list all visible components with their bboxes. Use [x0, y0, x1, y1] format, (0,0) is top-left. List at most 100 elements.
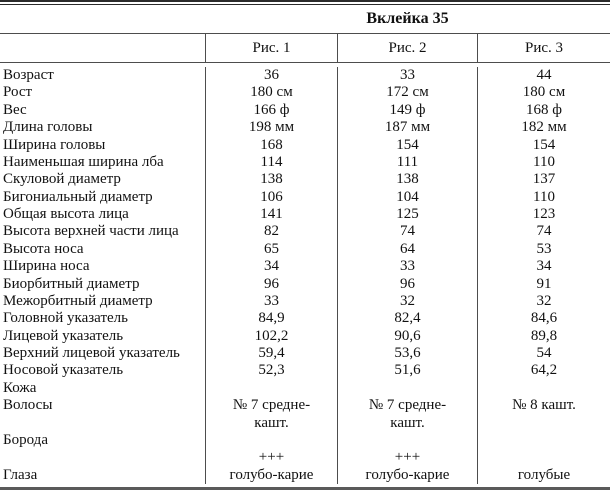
- cell-value: 123: [477, 206, 610, 224]
- table-row: Лицевой указатель 102,2 90,6 89,8: [0, 327, 610, 345]
- cell-value: 172 см: [337, 84, 477, 102]
- row-label: Длина головы: [3, 119, 93, 136]
- column-header-fig1: Рис. 1: [205, 34, 337, 62]
- cell-value: 137: [477, 171, 610, 189]
- row-label: Носовой указатель: [3, 362, 124, 379]
- row-label: Межорбитный диаметр: [3, 292, 153, 309]
- row-label: Скуловой диаметр: [3, 171, 121, 188]
- cell-value: 51,6: [337, 362, 477, 380]
- cell-value: 90,6: [337, 327, 477, 345]
- table-row: Ширина головы 168 154 154: [0, 136, 610, 154]
- cell-value: 64: [337, 240, 477, 259]
- table-row: Головной указатель 84,9 82,4 84,6: [0, 310, 610, 328]
- row-label: Кожа: [3, 379, 37, 396]
- row-label: Вес: [3, 101, 27, 118]
- cell-value: 154: [477, 136, 610, 154]
- row-label: [0, 449, 205, 466]
- cell-value: 138: [205, 171, 337, 189]
- cell-value: 110: [477, 153, 610, 172]
- cell-value: 141: [205, 206, 337, 224]
- cell-value: 138: [337, 171, 477, 189]
- cell-value: 74: [477, 223, 610, 241]
- table-body: Возраст 36 33 44 Рост 180 см 172 см 180 см Вес 16…: [0, 63, 610, 487]
- table-row: Межорбитный диаметр 33 32 32: [0, 292, 610, 311]
- table-row: Рост 180 см 172 см 180 см: [0, 84, 610, 102]
- cell-value: [477, 431, 610, 450]
- cell-value: № 7 средне- кашт.: [337, 397, 477, 432]
- cell-value: [205, 379, 337, 398]
- cell-value: 106: [205, 188, 337, 206]
- row-label: Ширина головы: [3, 136, 106, 153]
- row-label: Верхний лицевой указатель: [3, 345, 180, 361]
- cell-value: 154: [337, 136, 477, 154]
- table-row: +++ +++: [0, 449, 610, 467]
- column-header-fig3: Рис. 3: [477, 34, 610, 62]
- cell-value: голубо-карие: [337, 466, 477, 484]
- table-row: Биорбитный диаметр 96 96 91: [0, 275, 610, 293]
- rule-below-headers: [0, 62, 610, 63]
- cell-value: 84,9: [205, 310, 337, 328]
- cell-value: 89,8: [477, 327, 610, 345]
- table-row: Возраст 36 33 44: [0, 67, 610, 85]
- cell-value: 34: [477, 258, 610, 276]
- cell-value: 125: [337, 206, 477, 224]
- cell-value: 65: [205, 240, 337, 259]
- cell-value: 32: [477, 292, 610, 311]
- cell-value: 96: [205, 275, 337, 293]
- cell-value: 54: [477, 345, 610, 363]
- row-label: Бигониальный диаметр: [3, 188, 153, 205]
- row-label: Ширина носа: [3, 258, 90, 275]
- cell-value: 33: [337, 67, 477, 85]
- cell-value: 198 мм: [205, 119, 337, 137]
- table-row: Кожа: [0, 379, 610, 398]
- cell-value: 36: [205, 67, 337, 85]
- table-row: Высота верхней части лица 82 74 74: [0, 223, 610, 241]
- cell-value: 91: [477, 275, 610, 293]
- bottom-rule: [0, 487, 610, 490]
- row-label: Рост: [3, 84, 33, 101]
- cell-value: 187 мм: [337, 119, 477, 137]
- cell-value: 82: [205, 223, 337, 241]
- row-label: Высота верхней части лица: [3, 223, 179, 240]
- cell-value: 53,6: [337, 345, 477, 363]
- cell-value: [337, 431, 477, 450]
- row-label: Наименьшая ширина лба: [3, 153, 164, 170]
- table-row: Высота носа 65 64 53: [0, 240, 610, 259]
- cell-value: [205, 431, 337, 450]
- page-title: Вклейка 35: [366, 10, 449, 27]
- table-row: Волосы № 7 средне- кашт. № 7 средне- кашт.…: [0, 397, 610, 432]
- row-label: Глаза: [3, 466, 38, 483]
- cell-value: 180 см: [205, 84, 337, 102]
- cell-value: +++: [337, 449, 477, 467]
- cell-value: 64,2: [477, 362, 610, 380]
- cell-value: голубые: [477, 466, 610, 484]
- cell-value: 180 см: [477, 84, 610, 102]
- cell-value: 182 мм: [477, 119, 610, 137]
- table-row: Ширина носа 34 33 34: [0, 258, 610, 276]
- cell-value: 74: [337, 223, 477, 241]
- table-row: Верхний лицевой указатель 59,4 53,6 54: [0, 345, 610, 363]
- row-label: Возраст: [3, 67, 54, 83]
- column-headers: Рис. 1 Рис. 2 Рис. 3: [0, 34, 610, 62]
- table-row: Наименьшая ширина лба 114 111 110: [0, 153, 610, 172]
- cell-value: 59,4: [205, 345, 337, 363]
- column-header-fig2: Рис. 2: [337, 34, 477, 62]
- cell-value: 168 ф: [477, 101, 610, 120]
- cell-value: 52,3: [205, 362, 337, 380]
- table-row: Глаза голубо-карие голубо-карие голубые: [0, 466, 610, 484]
- cell-value: голубо-карие: [205, 466, 337, 484]
- row-label: Головной указатель: [3, 310, 128, 327]
- cell-value: 104: [337, 188, 477, 206]
- cell-value: [477, 449, 610, 467]
- cell-value: 168: [205, 136, 337, 154]
- row-label: Общая высота лица: [3, 206, 129, 222]
- top-double-rule: [0, 0, 610, 5]
- row-label: Борода: [3, 431, 48, 448]
- row-label: Лицевой указатель: [3, 327, 124, 344]
- cell-value: 166 ф: [205, 101, 337, 120]
- table-row: Вес 166 ф 149 ф 168 ф: [0, 101, 610, 120]
- table-row: Борода: [0, 431, 610, 450]
- cell-value: 33: [205, 292, 337, 311]
- cell-value: 84,6: [477, 310, 610, 328]
